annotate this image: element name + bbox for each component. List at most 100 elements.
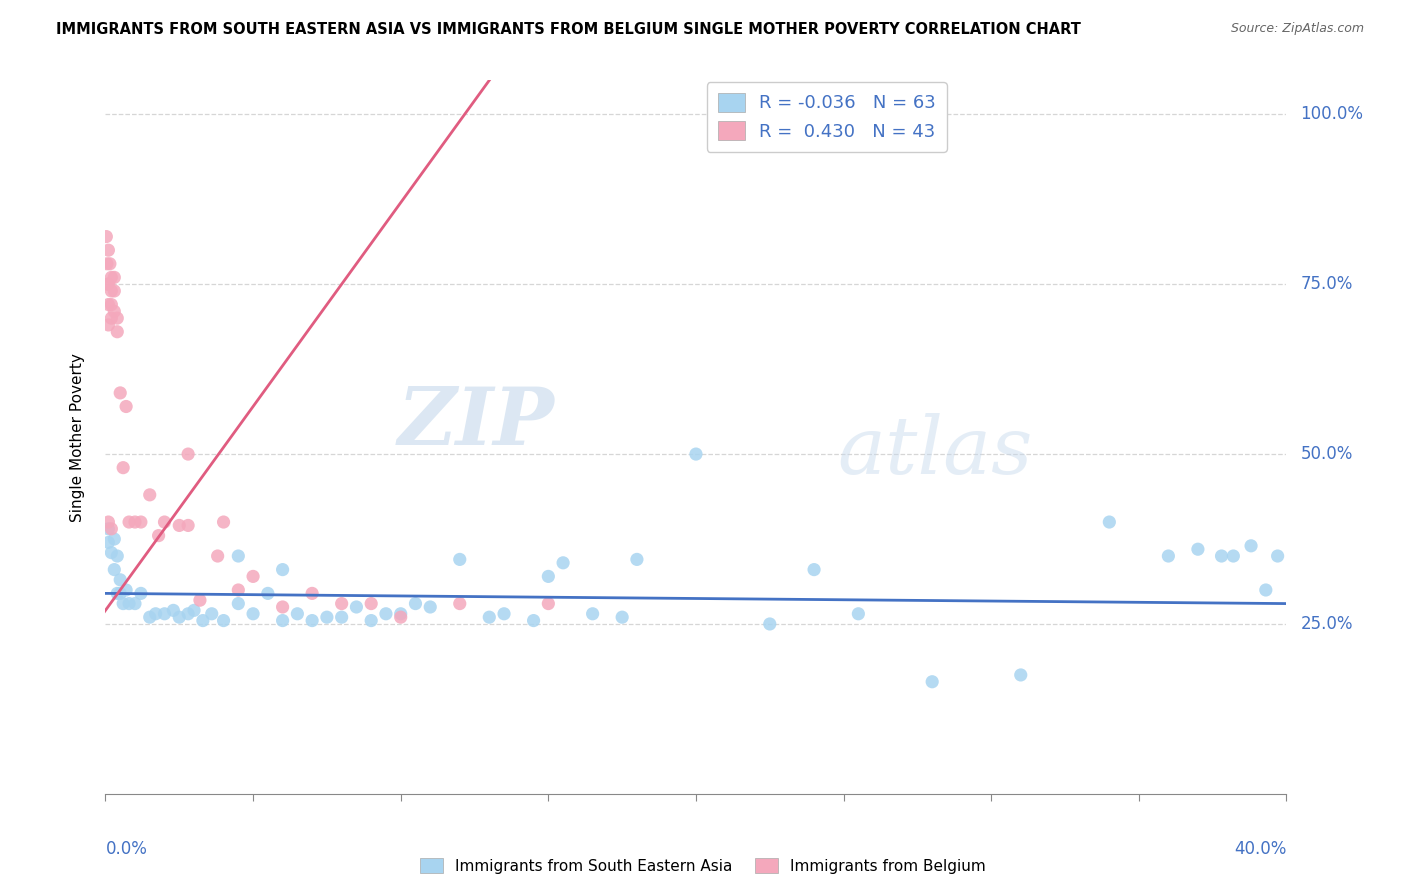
Point xyxy=(389,610,412,624)
Point xyxy=(803,563,825,577)
Point xyxy=(118,597,141,611)
Point xyxy=(242,569,264,583)
Text: IMMIGRANTS FROM SOUTH EASTERN ASIA VS IMMIGRANTS FROM BELGIUM SINGLE MOTHER POVE: IMMIGRANTS FROM SOUTH EASTERN ASIA VS IM… xyxy=(56,22,1081,37)
Point xyxy=(389,607,412,621)
Point xyxy=(226,582,250,597)
Point xyxy=(626,552,648,566)
Point xyxy=(330,597,353,611)
Point xyxy=(115,582,138,597)
Point xyxy=(360,597,382,611)
Point xyxy=(97,297,120,311)
Point xyxy=(315,610,337,624)
Point xyxy=(212,614,235,628)
Point xyxy=(1267,549,1289,563)
Point xyxy=(162,603,184,617)
Point xyxy=(449,552,471,566)
Text: 40.0%: 40.0% xyxy=(1234,840,1286,858)
Point xyxy=(100,546,122,560)
Point xyxy=(103,270,125,285)
Legend: Immigrants from South Eastern Asia, Immigrants from Belgium: Immigrants from South Eastern Asia, Immi… xyxy=(413,852,993,880)
Point xyxy=(100,297,122,311)
Point xyxy=(148,528,170,542)
Point xyxy=(110,573,132,587)
Point xyxy=(112,597,135,611)
Point xyxy=(537,597,560,611)
Point xyxy=(98,257,121,271)
Point xyxy=(581,607,603,621)
Point xyxy=(360,614,382,628)
Text: 0.0%: 0.0% xyxy=(105,840,148,858)
Point xyxy=(846,607,869,621)
Point xyxy=(226,597,250,611)
Point xyxy=(1187,542,1209,557)
Point xyxy=(103,284,125,298)
Text: 25.0%: 25.0% xyxy=(1301,615,1353,633)
Point xyxy=(96,257,118,271)
Point xyxy=(271,614,294,628)
Point xyxy=(100,270,122,285)
Point xyxy=(124,515,146,529)
Point xyxy=(145,607,167,621)
Point xyxy=(374,607,396,621)
Point xyxy=(97,515,120,529)
Point xyxy=(330,610,353,624)
Point xyxy=(1240,539,1263,553)
Point xyxy=(207,549,229,563)
Point xyxy=(419,599,441,614)
Point xyxy=(103,532,125,546)
Point xyxy=(212,515,235,529)
Point xyxy=(100,522,122,536)
Point xyxy=(124,597,146,611)
Point xyxy=(115,400,138,414)
Point xyxy=(1157,549,1180,563)
Point xyxy=(177,447,200,461)
Point xyxy=(301,586,323,600)
Point xyxy=(551,556,574,570)
Point xyxy=(685,447,707,461)
Point xyxy=(110,586,132,600)
Point xyxy=(105,549,128,563)
Point xyxy=(188,593,211,607)
Point xyxy=(177,607,200,621)
Point xyxy=(129,586,152,600)
Point xyxy=(97,535,120,549)
Point xyxy=(129,515,152,529)
Point xyxy=(97,243,120,257)
Point xyxy=(201,607,224,621)
Point xyxy=(256,586,278,600)
Point xyxy=(103,563,125,577)
Point xyxy=(1222,549,1244,563)
Point xyxy=(191,614,214,628)
Point xyxy=(138,488,160,502)
Point xyxy=(271,563,294,577)
Text: Source: ZipAtlas.com: Source: ZipAtlas.com xyxy=(1230,22,1364,36)
Point xyxy=(404,597,426,611)
Point xyxy=(478,610,501,624)
Point xyxy=(759,617,782,632)
Point xyxy=(153,607,176,621)
Point xyxy=(537,569,560,583)
Point xyxy=(96,229,118,244)
Point xyxy=(522,614,544,628)
Text: atlas: atlas xyxy=(838,413,1033,490)
Point xyxy=(271,599,294,614)
Point xyxy=(97,522,120,536)
Point xyxy=(96,277,118,292)
Point xyxy=(177,518,200,533)
Point xyxy=(138,610,160,624)
Point xyxy=(1211,549,1233,563)
Text: 100.0%: 100.0% xyxy=(1301,105,1364,123)
Point xyxy=(103,304,125,318)
Point xyxy=(287,607,309,621)
Point xyxy=(97,318,120,332)
Legend: R = -0.036   N = 63, R =  0.430   N = 43: R = -0.036 N = 63, R = 0.430 N = 43 xyxy=(707,82,946,152)
Point xyxy=(449,597,471,611)
Point xyxy=(97,277,120,292)
Point xyxy=(921,674,943,689)
Point xyxy=(105,311,128,326)
Point xyxy=(105,586,128,600)
Point xyxy=(1010,668,1032,682)
Point xyxy=(610,610,633,624)
Text: 50.0%: 50.0% xyxy=(1301,445,1353,463)
Point xyxy=(183,603,205,617)
